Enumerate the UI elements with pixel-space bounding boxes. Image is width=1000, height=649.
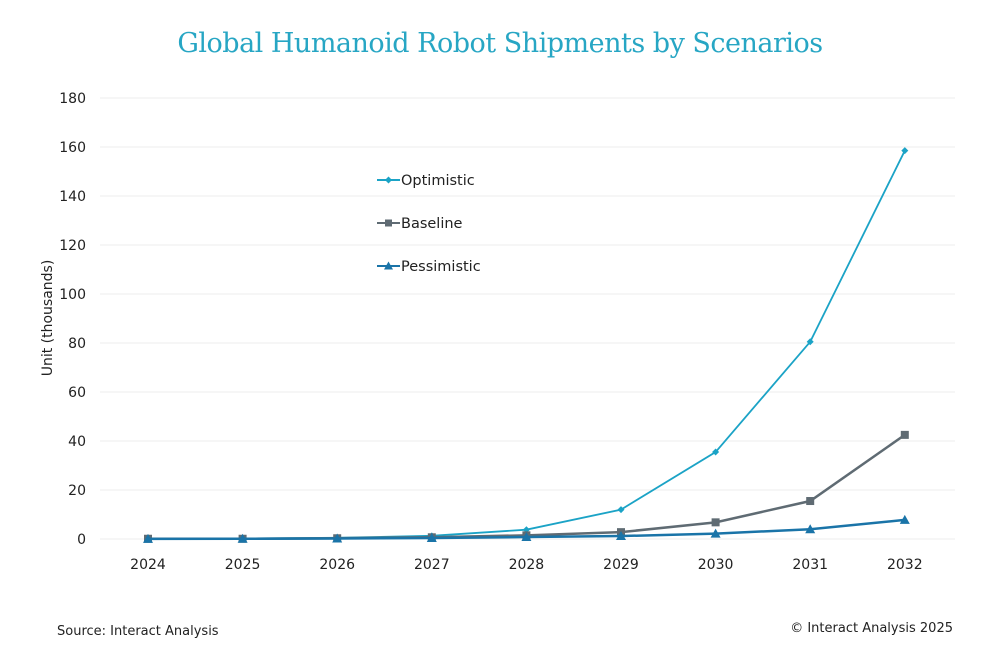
copyright-note: © Interact Analysis 2025 bbox=[790, 621, 953, 636]
data-point-square bbox=[711, 518, 720, 527]
y-tick-label: 140 bbox=[59, 189, 86, 205]
x-tick-label: 2031 bbox=[792, 557, 828, 573]
source-note: Source: Interact Analysis bbox=[57, 624, 219, 639]
y-tick-label: 100 bbox=[59, 287, 86, 303]
data-point-triangle bbox=[384, 261, 393, 270]
y-tick-label: 0 bbox=[77, 532, 86, 548]
x-tick-label: 2030 bbox=[698, 557, 734, 573]
x-axis-ticks: 2024 2025 2026 2027 2028 2029 2030 2031 2032 bbox=[130, 557, 922, 573]
y-tick-label: 40 bbox=[68, 434, 86, 450]
data-point-square bbox=[900, 430, 909, 439]
data-point-triangle bbox=[521, 532, 532, 542]
gridlines bbox=[100, 97, 955, 540]
data-point-diamond bbox=[901, 147, 909, 155]
x-tick-label: 2025 bbox=[225, 557, 261, 573]
data-point-diamond bbox=[806, 338, 814, 346]
data-point-triangle bbox=[426, 533, 437, 543]
y-tick-label: 120 bbox=[59, 238, 86, 254]
data-point-triangle bbox=[710, 528, 721, 538]
data-point-triangle bbox=[805, 524, 816, 534]
y-tick-label: 160 bbox=[59, 140, 86, 156]
data-point-diamond bbox=[385, 176, 392, 184]
chart-title: Global Humanoid Robot Shipments by Scena… bbox=[177, 28, 823, 59]
y-tick-label: 180 bbox=[59, 91, 86, 107]
data-point-square bbox=[806, 497, 815, 506]
series-line bbox=[148, 433, 906, 541]
data-point-diamond bbox=[617, 506, 625, 514]
y-tick-label: 20 bbox=[68, 483, 86, 499]
x-tick-label: 2027 bbox=[414, 557, 450, 573]
data-point-triangle bbox=[332, 533, 343, 543]
legend-label: Optimistic bbox=[401, 173, 475, 189]
series-baseline bbox=[144, 430, 909, 543]
data-point-diamond bbox=[712, 448, 720, 456]
x-tick-label: 2029 bbox=[603, 557, 639, 573]
legend-item-baseline: Baseline bbox=[377, 216, 463, 232]
series-pessimistic bbox=[143, 514, 910, 543]
legend-label: Pessimistic bbox=[401, 259, 481, 275]
y-tick-label: 60 bbox=[68, 385, 86, 401]
x-tick-label: 2028 bbox=[509, 557, 545, 573]
data-point-triangle bbox=[899, 514, 910, 524]
data-point-triangle bbox=[143, 533, 153, 543]
x-tick-label: 2032 bbox=[887, 557, 923, 573]
series-group bbox=[143, 147, 910, 543]
y-axis-label: Unit (thousands) bbox=[40, 260, 56, 377]
legend: Optimistic Baseline Pessimistic bbox=[377, 173, 481, 275]
data-point-triangle bbox=[616, 531, 626, 541]
legend-item-optimistic: Optimistic bbox=[377, 173, 475, 189]
x-tick-label: 2024 bbox=[130, 557, 166, 573]
legend-item-pessimistic: Pessimistic bbox=[377, 259, 481, 275]
y-tick-label: 80 bbox=[68, 336, 86, 352]
data-point-triangle bbox=[237, 533, 248, 543]
series-line bbox=[147, 150, 906, 540]
series-optimistic bbox=[144, 147, 909, 543]
legend-label: Baseline bbox=[401, 216, 463, 232]
data-point-square bbox=[385, 219, 392, 227]
y-axis-ticks: 0 20 40 60 80 100 120 140 160 180 bbox=[59, 91, 86, 548]
x-tick-label: 2026 bbox=[319, 557, 355, 573]
